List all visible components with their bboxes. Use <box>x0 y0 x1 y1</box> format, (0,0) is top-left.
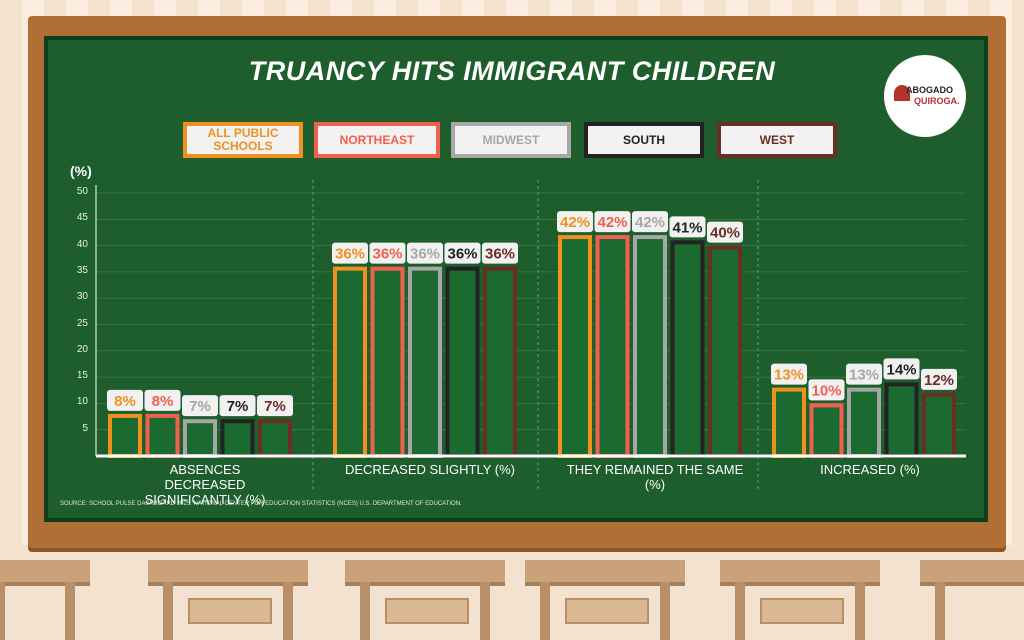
bar <box>884 382 919 458</box>
bar <box>558 235 592 458</box>
legend-label: SOUTH <box>623 132 665 147</box>
y-tick-label: 40 <box>76 238 88 250</box>
desk <box>720 560 880 640</box>
data-label-bg <box>632 211 668 233</box>
data-label-bg <box>846 363 882 385</box>
legend-item-midwest: MIDWEST <box>451 122 571 158</box>
bar <box>922 392 956 459</box>
data-label-bg <box>921 368 957 390</box>
logo-line-1: ABOGADO <box>906 85 953 95</box>
bar <box>483 266 517 459</box>
bar <box>145 413 180 459</box>
bar <box>633 235 667 458</box>
data-label: 42% <box>597 214 627 231</box>
data-label: 7% <box>227 398 249 415</box>
category-label: DECREASED SLIGHTLY (%) <box>344 462 515 477</box>
category-label: ABSENCES DECREASED SIGNIFICANTLY (%) <box>144 462 266 507</box>
data-label-bg <box>219 395 256 417</box>
bar <box>445 266 480 459</box>
y-tick-label: 35 <box>76 264 88 276</box>
y-tick-label: 20 <box>76 343 88 355</box>
bar <box>220 419 255 458</box>
data-label-bg <box>482 242 518 264</box>
data-label: 8% <box>152 393 174 410</box>
bar <box>333 266 367 459</box>
y-tick-label: 15 <box>76 370 88 382</box>
data-label-bg <box>808 379 845 401</box>
bar <box>772 387 806 458</box>
y-tick-label: 50 <box>76 186 88 197</box>
desk <box>525 560 685 640</box>
data-label-bg <box>257 395 293 417</box>
bar <box>258 419 292 458</box>
bar <box>847 387 881 458</box>
data-label: 7% <box>189 398 211 415</box>
y-tick-label: 45 <box>76 212 88 224</box>
y-axis-unit: (%) <box>70 163 92 179</box>
brand-logo: ABOGADO QUIROGA. <box>884 55 966 137</box>
bar <box>670 240 705 458</box>
data-label-bg <box>407 242 443 264</box>
legend-item-south: SOUTH <box>584 122 704 158</box>
data-label-bg <box>707 221 743 243</box>
bar <box>108 413 142 459</box>
y-tick-label: 5 <box>82 422 88 434</box>
data-label: 42% <box>635 214 665 231</box>
bar <box>595 235 630 458</box>
data-label-bg <box>594 211 631 233</box>
data-label-bg <box>107 389 143 411</box>
desk <box>345 560 505 640</box>
data-label-bg <box>369 242 406 264</box>
data-label: 8% <box>114 393 136 410</box>
data-label: 36% <box>335 246 365 263</box>
data-label: 10% <box>811 382 841 399</box>
bar <box>370 266 405 459</box>
legend-item-west: WEST <box>717 122 837 158</box>
logo-line-2: QUIROGA. <box>914 96 960 106</box>
source-note: SOURCE: SCHOOL PULSE DASHBOARD 2025. NAT… <box>60 501 462 507</box>
data-label-bg <box>771 363 807 385</box>
data-label: 13% <box>849 367 879 384</box>
legend-label: ALL PUBLIC SCHOOLS <box>207 126 279 153</box>
data-label: 41% <box>672 219 702 236</box>
umbrella-icon <box>894 85 910 101</box>
data-label: 36% <box>410 246 440 263</box>
data-label-bg <box>444 242 481 264</box>
data-label: 36% <box>485 246 515 263</box>
data-label: 14% <box>886 361 916 378</box>
data-label: 12% <box>924 372 954 389</box>
desk <box>0 560 90 640</box>
data-label-bg <box>182 395 218 417</box>
legend-item-northeast: NORTHEAST <box>314 122 440 158</box>
legend-label: NORTHEAST <box>339 132 415 147</box>
category-label: INCREASED (%) <box>820 462 920 477</box>
bar <box>183 419 217 458</box>
legend-item-all-public-schools: ALL PUBLIC SCHOOLS <box>183 122 303 158</box>
data-label-bg <box>557 211 593 233</box>
data-label: 7% <box>264 398 286 415</box>
data-label: 36% <box>372 246 402 263</box>
bar <box>708 245 742 458</box>
data-label-bg <box>332 242 368 264</box>
desk <box>920 560 1024 640</box>
bar <box>809 403 844 458</box>
bar <box>408 266 442 459</box>
y-tick-label: 25 <box>76 317 88 329</box>
data-label-bg <box>669 216 706 238</box>
y-tick-label: 10 <box>76 396 88 408</box>
data-label-bg <box>144 389 181 411</box>
category-label: THEY REMAINED THE SAME (%) <box>566 462 744 492</box>
desk <box>148 560 308 640</box>
y-tick-label: 30 <box>76 291 88 303</box>
data-label: 36% <box>447 246 477 263</box>
data-label: 42% <box>560 214 590 231</box>
data-label-bg <box>883 358 920 380</box>
data-label: 40% <box>710 225 740 242</box>
legend-label: MIDWEST <box>482 132 540 147</box>
legend-label: WEST <box>759 132 795 147</box>
data-label: 13% <box>774 367 804 384</box>
chart-title: TRUANCY HITS IMMIGRANT CHILDREN <box>248 56 776 86</box>
